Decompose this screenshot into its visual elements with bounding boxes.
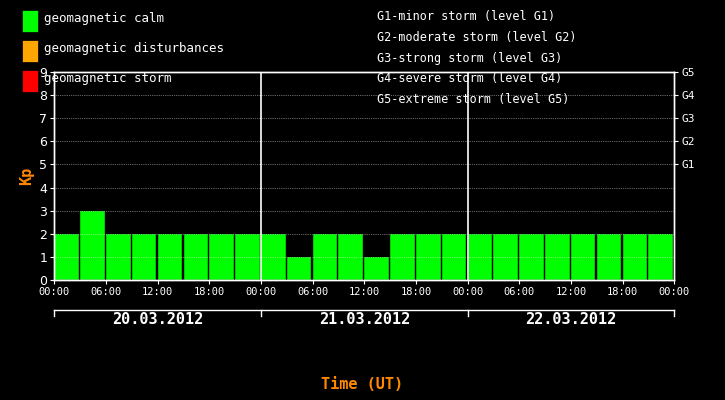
Text: geomagnetic disturbances: geomagnetic disturbances: [44, 42, 223, 55]
Bar: [210, 234, 234, 280]
Text: 22.03.2012: 22.03.2012: [526, 312, 616, 327]
Bar: [235, 234, 260, 280]
Bar: [287, 257, 311, 280]
Text: 20.03.2012: 20.03.2012: [112, 312, 203, 327]
Bar: [545, 234, 570, 280]
Bar: [571, 234, 595, 280]
Bar: [364, 257, 389, 280]
Bar: [519, 234, 544, 280]
Bar: [261, 234, 286, 280]
Bar: [183, 234, 208, 280]
Text: G2-moderate storm (level G2): G2-moderate storm (level G2): [377, 31, 576, 44]
Bar: [494, 234, 518, 280]
Bar: [442, 234, 466, 280]
Text: 21.03.2012: 21.03.2012: [319, 312, 410, 327]
Bar: [623, 234, 647, 280]
Bar: [648, 234, 673, 280]
Bar: [339, 234, 363, 280]
Bar: [416, 234, 441, 280]
Bar: [132, 234, 157, 280]
Text: G4-severe storm (level G4): G4-severe storm (level G4): [377, 72, 563, 86]
Text: G1-minor storm (level G1): G1-minor storm (level G1): [377, 10, 555, 23]
Text: Time (UT): Time (UT): [321, 377, 404, 392]
Bar: [312, 234, 337, 280]
Bar: [468, 234, 492, 280]
Bar: [597, 234, 621, 280]
Bar: [80, 211, 104, 280]
Text: G3-strong storm (level G3): G3-strong storm (level G3): [377, 52, 563, 65]
Text: geomagnetic storm: geomagnetic storm: [44, 72, 171, 85]
Bar: [54, 234, 79, 280]
Bar: [157, 234, 182, 280]
Text: G5-extreme storm (level G5): G5-extreme storm (level G5): [377, 93, 569, 106]
Bar: [106, 234, 130, 280]
Text: geomagnetic calm: geomagnetic calm: [44, 12, 164, 25]
Y-axis label: Kp: Kp: [19, 167, 34, 185]
Bar: [390, 234, 415, 280]
